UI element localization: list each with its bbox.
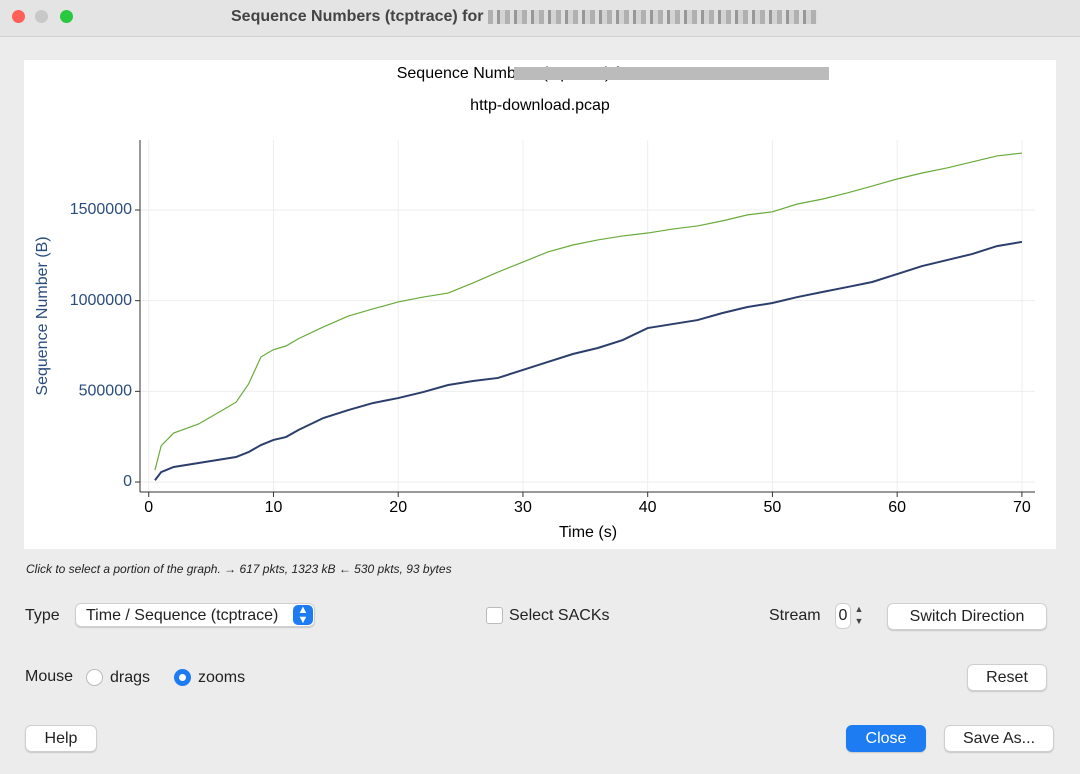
type-select[interactable]: Time / Sequence (tcptrace) ▲ ▼ [75, 603, 315, 627]
window-title: Sequence Numbers (tcptrace) for [231, 8, 484, 25]
y-axis-label: Sequence Number (B) [34, 236, 51, 395]
chart-subtitle: http-download.pcap [470, 97, 610, 114]
x-axis-label: Time (s) [559, 524, 617, 541]
x-tick-label: 20 [389, 499, 407, 516]
x-tick-label: 40 [639, 499, 657, 516]
series-line [154, 240, 1023, 481]
stream-label: Stream [769, 607, 821, 624]
x-tick-label: 0 [144, 499, 153, 516]
chart[interactable]: Sequence Numbers (tcptrace) for http-dow… [24, 60, 1056, 549]
type-value: Time / Sequence (tcptrace) [86, 607, 279, 624]
x-tick-label: 50 [764, 499, 782, 516]
help-button[interactable]: Help [25, 725, 97, 752]
minimize-dot[interactable] [35, 10, 48, 23]
redacted [487, 9, 818, 24]
reset-button[interactable]: Reset [967, 664, 1047, 691]
y-tick-label: 500000 [79, 383, 132, 400]
stream-stepper[interactable]: ▲ ▼ [854, 604, 864, 626]
sacks-checkbox[interactable] [486, 607, 503, 624]
x-tick-label: 30 [514, 499, 532, 516]
zoom-dot[interactable] [60, 10, 73, 23]
x-tick-label: 60 [888, 499, 906, 516]
select-arrows: ▲ ▼ [293, 605, 313, 626]
title-bar: Sequence Numbers (tcptrace) for [0, 0, 1080, 37]
y-tick-label: 1000000 [70, 292, 132, 309]
redacted [514, 67, 829, 80]
series-line [154, 152, 1022, 471]
zooms-radio[interactable] [174, 669, 191, 686]
type-label: Type [25, 607, 60, 624]
x-tick-label: 10 [265, 499, 283, 516]
drags-label: drags [110, 669, 151, 686]
switch-direction-button[interactable]: Switch Direction [887, 603, 1047, 630]
close-button[interactable]: Close [846, 725, 926, 752]
y-tick-label: 1500000 [70, 201, 132, 218]
y-tick-label: 0 [123, 473, 132, 490]
mouse-label: Mouse [25, 668, 74, 685]
status-text: Click to select a portion of the graph. … [26, 562, 452, 576]
x-tick-label: 70 [1013, 499, 1031, 516]
drags-radio[interactable] [86, 669, 103, 686]
stream-input[interactable]: 0 [835, 603, 851, 629]
zooms-label: zooms [198, 669, 246, 686]
save-as-button[interactable]: Save As... [944, 725, 1054, 752]
close-dot[interactable] [12, 10, 25, 23]
sacks-label: Select SACKs [509, 607, 610, 624]
